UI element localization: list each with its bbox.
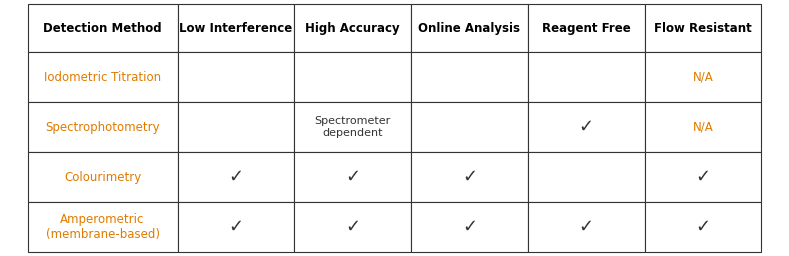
Bar	[528, 4, 645, 52]
Bar	[178, 4, 294, 52]
Text: Flow Resistant: Flow Resistant	[654, 22, 752, 35]
Text: ✓: ✓	[228, 218, 244, 236]
Bar	[645, 152, 761, 202]
Bar	[294, 152, 411, 202]
Bar	[645, 102, 761, 152]
Text: Low Interference: Low Interference	[179, 22, 293, 35]
Bar	[411, 202, 528, 252]
Text: N/A: N/A	[693, 121, 713, 134]
Bar	[645, 4, 761, 52]
Text: ✓: ✓	[695, 168, 711, 186]
Text: ✓: ✓	[695, 218, 711, 236]
Bar	[28, 152, 178, 202]
Bar	[411, 52, 528, 102]
Bar	[178, 52, 294, 102]
Bar	[294, 202, 411, 252]
Text: Spectrophotometry: Spectrophotometry	[45, 121, 160, 134]
Bar	[178, 152, 294, 202]
Bar	[411, 152, 528, 202]
Bar	[645, 202, 761, 252]
Bar	[411, 4, 528, 52]
Text: Colourimetry: Colourimetry	[64, 171, 141, 184]
Bar	[28, 52, 178, 102]
Bar	[294, 52, 411, 102]
Bar	[294, 102, 411, 152]
Text: ✓: ✓	[462, 218, 477, 236]
Text: High Accuracy: High Accuracy	[305, 22, 400, 35]
Bar	[528, 52, 645, 102]
Text: ✓: ✓	[462, 168, 477, 186]
Bar	[528, 152, 645, 202]
Bar	[528, 102, 645, 152]
Bar	[28, 102, 178, 152]
Bar	[178, 102, 294, 152]
Text: ✓: ✓	[578, 118, 594, 136]
Text: ✓: ✓	[228, 168, 244, 186]
Text: Iodometric Titration: Iodometric Titration	[44, 71, 161, 84]
Bar	[411, 102, 528, 152]
Bar	[178, 202, 294, 252]
Bar	[28, 202, 178, 252]
Text: ✓: ✓	[578, 218, 594, 236]
Text: Online Analysis: Online Analysis	[418, 22, 521, 35]
Text: Detection Method: Detection Method	[43, 22, 162, 35]
Bar	[294, 4, 411, 52]
Text: ✓: ✓	[345, 218, 361, 236]
Text: Spectrometer
dependent: Spectrometer dependent	[315, 116, 391, 138]
Text: N/A: N/A	[693, 71, 713, 84]
Text: ✓: ✓	[345, 168, 361, 186]
Text: Amperometric
(membrane-based): Amperometric (membrane-based)	[46, 213, 159, 241]
Bar	[528, 202, 645, 252]
Bar	[645, 52, 761, 102]
Text: Reagent Free: Reagent Free	[542, 22, 630, 35]
Bar	[28, 4, 178, 52]
